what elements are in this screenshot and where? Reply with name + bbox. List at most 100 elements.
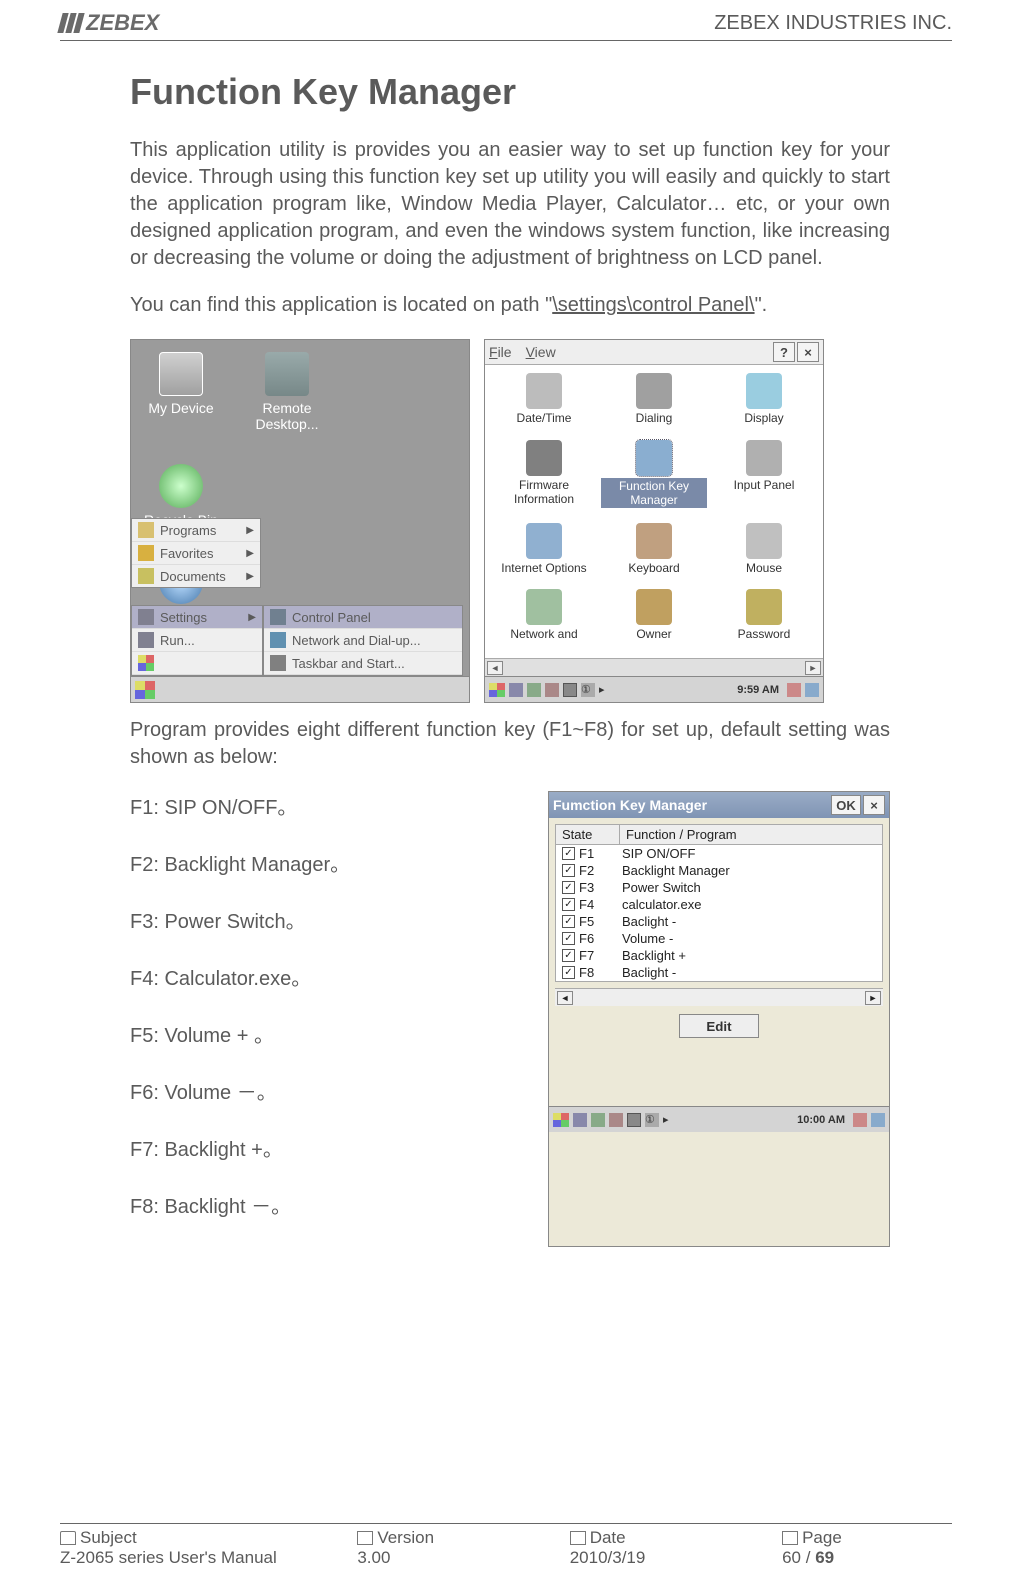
control-panel-item[interactable]: Network and xyxy=(491,589,597,650)
start-menu-item[interactable]: Documents▶ xyxy=(132,565,260,587)
start-menu-item[interactable] xyxy=(132,652,262,675)
path-paragraph: You can find this application is located… xyxy=(130,292,890,319)
menu-item-icon xyxy=(138,632,154,648)
col-function: Function / Program xyxy=(620,825,882,844)
close-button[interactable]: × xyxy=(863,795,885,815)
fkm-table-row[interactable]: ✓F2Backlight Manager xyxy=(556,862,882,879)
zebex-logo: ZEBEX xyxy=(60,10,159,36)
start-menu-item[interactable]: Programs▶ xyxy=(132,519,260,542)
tray-icon xyxy=(509,683,523,697)
start-icon[interactable] xyxy=(553,1113,569,1127)
fkm-scrollbar[interactable]: ◄ ► xyxy=(555,988,883,1006)
windows-flag-icon xyxy=(138,655,154,671)
start-button-icon[interactable] xyxy=(135,681,155,699)
scroll-right-icon[interactable]: ► xyxy=(865,991,881,1005)
control-panel-item-icon xyxy=(526,589,562,625)
chevron-right-icon: ▶ xyxy=(246,525,254,536)
checkbox-icon[interactable]: ✓ xyxy=(562,966,575,979)
fkm-table-row[interactable]: ✓F6Volume - xyxy=(556,930,882,947)
start-menu-item[interactable]: Run... xyxy=(132,629,262,652)
fkm-table-row[interactable]: ✓F5Baclight - xyxy=(556,913,882,930)
control-panel-item-icon xyxy=(636,589,672,625)
control-panel-item[interactable]: Password xyxy=(711,589,817,650)
function-key-entry: F3: Power Switch。 xyxy=(130,905,530,934)
control-panel-item[interactable]: Keyboard xyxy=(601,523,707,584)
tray-icon: ① xyxy=(581,683,595,697)
control-panel-item-icon xyxy=(526,373,562,409)
col-state: State xyxy=(556,825,620,844)
control-panel-item-icon xyxy=(526,440,562,476)
tray-icon xyxy=(805,683,819,697)
recycle-bin-icon xyxy=(159,464,203,508)
fkm-table-row[interactable]: ✓F4calculator.exe xyxy=(556,896,882,913)
tray-icon: ① xyxy=(645,1113,659,1127)
checkbox-icon[interactable]: ✓ xyxy=(562,932,575,945)
control-panel-item[interactable]: Date/Time xyxy=(491,373,597,434)
horizontal-scrollbar[interactable]: ◄ ► xyxy=(485,658,823,676)
control-panel-item[interactable]: Function Key Manager xyxy=(601,440,707,517)
menu-item-icon xyxy=(270,609,286,625)
menu-item-icon xyxy=(270,655,286,671)
start-menu-item[interactable]: Settings▶ xyxy=(132,606,262,629)
checkbox-icon[interactable]: ✓ xyxy=(562,847,575,860)
tray-icon xyxy=(853,1113,867,1127)
function-key-entry: F7: Backlight +。 xyxy=(130,1133,530,1162)
menu-view[interactable]: View xyxy=(526,344,556,360)
fkm-table-row[interactable]: ✓F3Power Switch xyxy=(556,879,882,896)
checkbox-icon[interactable]: ✓ xyxy=(562,864,575,877)
control-panel-item[interactable]: Mouse xyxy=(711,523,817,584)
control-panel-item[interactable]: Display xyxy=(711,373,817,434)
desktop-icon-mydevice[interactable]: My Device xyxy=(141,352,221,432)
control-panel-body: Date/TimeDialingDisplay Firmware Informat… xyxy=(485,365,823,658)
fkm-table-row[interactable]: ✓F1SIP ON/OFF xyxy=(556,845,882,862)
start-menu-item[interactable]: Favorites▶ xyxy=(132,542,260,565)
fkm-table-row[interactable]: ✓F7Backlight + xyxy=(556,947,882,964)
settings-path: \settings\control Panel\ xyxy=(552,294,754,316)
tray-icon xyxy=(609,1113,623,1127)
footer-version: 3.00 xyxy=(357,1548,569,1568)
control-panel-taskbar: ① ▸ 9:59 AM xyxy=(485,676,823,702)
taskbar xyxy=(131,676,469,702)
menu-item-icon xyxy=(270,632,286,648)
scroll-left-icon[interactable]: ◄ xyxy=(557,991,573,1005)
help-button[interactable]: ? xyxy=(773,342,795,362)
clock: 10:00 AM xyxy=(797,1114,845,1126)
menu-file[interactable]: File xyxy=(489,344,512,360)
control-panel-item[interactable]: Input Panel xyxy=(711,440,817,517)
desktop-screenshot: My Device Remote Desktop... Recycle Bin xyxy=(130,339,470,703)
start-submenu-item[interactable]: Control Panel xyxy=(264,606,462,629)
footer-date: 2010/3/19 xyxy=(570,1548,782,1568)
start-submenu-item[interactable]: Network and Dial-up... xyxy=(264,629,462,652)
start-menu-top: Programs▶Favorites▶Documents▶ xyxy=(131,518,261,588)
chevron-right-icon: ▶ xyxy=(246,571,254,582)
start-icon[interactable] xyxy=(489,683,505,697)
close-button[interactable]: × xyxy=(797,342,819,362)
control-panel-item[interactable]: Firmware Information xyxy=(491,440,597,517)
tray-icon xyxy=(871,1113,885,1127)
control-panel-item-icon xyxy=(746,373,782,409)
edit-button[interactable]: Edit xyxy=(679,1014,759,1038)
desktop-icon-remote[interactable]: Remote Desktop... xyxy=(247,352,327,432)
scroll-left-icon[interactable]: ◄ xyxy=(487,661,503,675)
checkbox-icon[interactable]: ✓ xyxy=(562,898,575,911)
control-panel-item[interactable]: Internet Options xyxy=(491,523,597,584)
document-icon xyxy=(357,1531,373,1545)
checkbox-icon[interactable]: ✓ xyxy=(562,949,575,962)
fkm-table-row[interactable]: ✓F8Baclight - xyxy=(556,964,882,981)
tray-separator: ▸ xyxy=(599,683,605,696)
computer-icon xyxy=(159,352,203,396)
ok-button[interactable]: OK xyxy=(831,795,861,815)
start-submenu-item[interactable]: Taskbar and Start... xyxy=(264,652,462,675)
scroll-right-icon[interactable]: ► xyxy=(805,661,821,675)
function-keys-paragraph: Program provides eight different functio… xyxy=(130,717,890,771)
checkbox-icon[interactable]: ✓ xyxy=(562,881,575,894)
control-panel-item-icon xyxy=(636,523,672,559)
control-panel-menubar: File View ? × xyxy=(485,340,823,365)
control-panel-item[interactable]: Owner xyxy=(601,589,707,650)
control-panel-item[interactable]: Dialing xyxy=(601,373,707,434)
logo-stripes-icon xyxy=(60,13,82,33)
menu-item-icon xyxy=(138,609,154,625)
checkbox-icon[interactable]: ✓ xyxy=(562,915,575,928)
footer-page: 60 / 69 xyxy=(782,1548,952,1568)
control-panel-item-icon xyxy=(746,589,782,625)
